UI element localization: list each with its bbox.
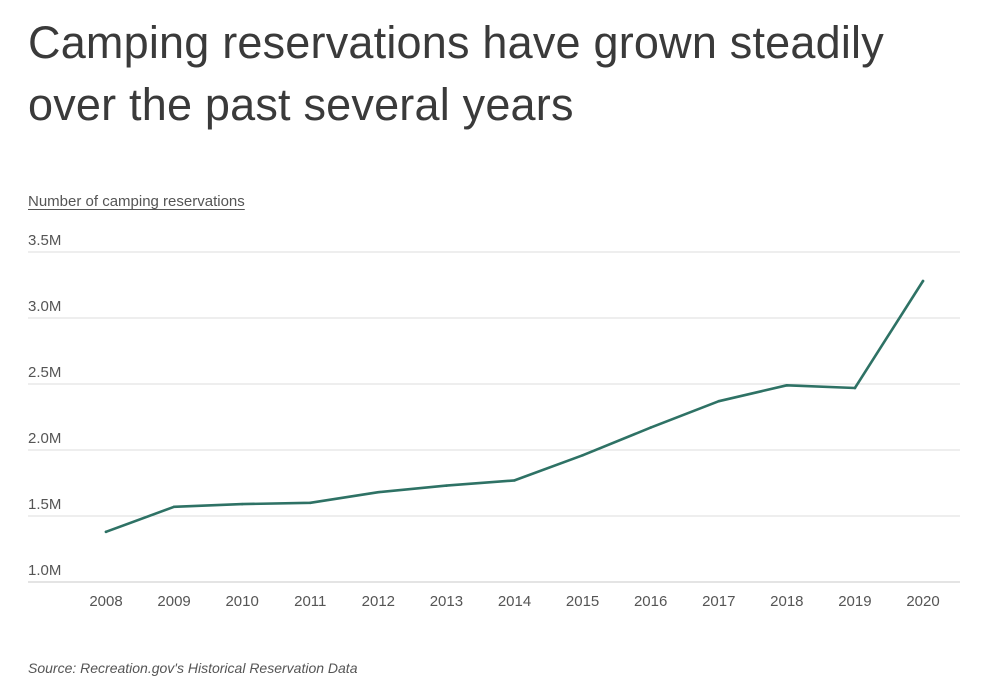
chart-title: Camping reservations have grown steadily… — [28, 17, 884, 130]
data-point — [172, 505, 176, 509]
y-tick-label: 2.0M — [28, 430, 61, 447]
y-tick-label: 3.5M — [28, 232, 61, 249]
data-point — [581, 453, 584, 457]
data-point — [308, 501, 312, 505]
y-tick-label: 2.5M — [28, 364, 61, 381]
data-point — [445, 484, 448, 487]
data-point — [717, 399, 721, 403]
y-tick-label: 1.5M — [28, 496, 61, 513]
y-tick-labels: 1.0M 1.5M 2.0M 2.5M 3.0M 3.5M — [28, 232, 61, 579]
x-tick-label: 2009 — [157, 593, 190, 610]
data-point — [104, 530, 108, 534]
y-tick-label: 3.0M — [28, 298, 61, 315]
x-tick-label: 2010 — [225, 593, 258, 610]
x-tick-label: 2014 — [498, 593, 531, 610]
data-point — [377, 490, 380, 494]
data-point — [921, 279, 925, 283]
gridlines — [28, 251, 960, 583]
x-tick-label: 2020 — [906, 593, 939, 610]
x-tick-label: 2012 — [362, 593, 395, 610]
x-tick-label: 2017 — [702, 593, 735, 610]
x-tick-label: 2013 — [430, 593, 463, 610]
data-point — [785, 384, 789, 387]
x-tick-label: 2016 — [634, 593, 667, 610]
y-axis-label: Number of camping reservations — [28, 193, 245, 210]
series-group — [104, 279, 925, 534]
x-tick-label: 2019 — [838, 593, 871, 610]
x-tick-labels: 2008 2009 2010 2011 2012 2013 2014 2015 2016 2017… — [89, 593, 939, 610]
data-point — [240, 502, 244, 506]
data-point — [649, 426, 652, 429]
series-line — [104, 279, 925, 534]
x-tick-label: 2018 — [770, 593, 803, 610]
y-tick-label: 1.0M — [28, 562, 61, 579]
data-point — [513, 479, 516, 482]
x-tick-label: 2015 — [566, 593, 599, 610]
x-tick-label: 2011 — [294, 593, 326, 610]
x-tick-label: 2008 — [89, 593, 122, 610]
data-point — [853, 386, 857, 390]
source-note: Source: Recreation.gov's Historical Rese… — [28, 660, 358, 676]
